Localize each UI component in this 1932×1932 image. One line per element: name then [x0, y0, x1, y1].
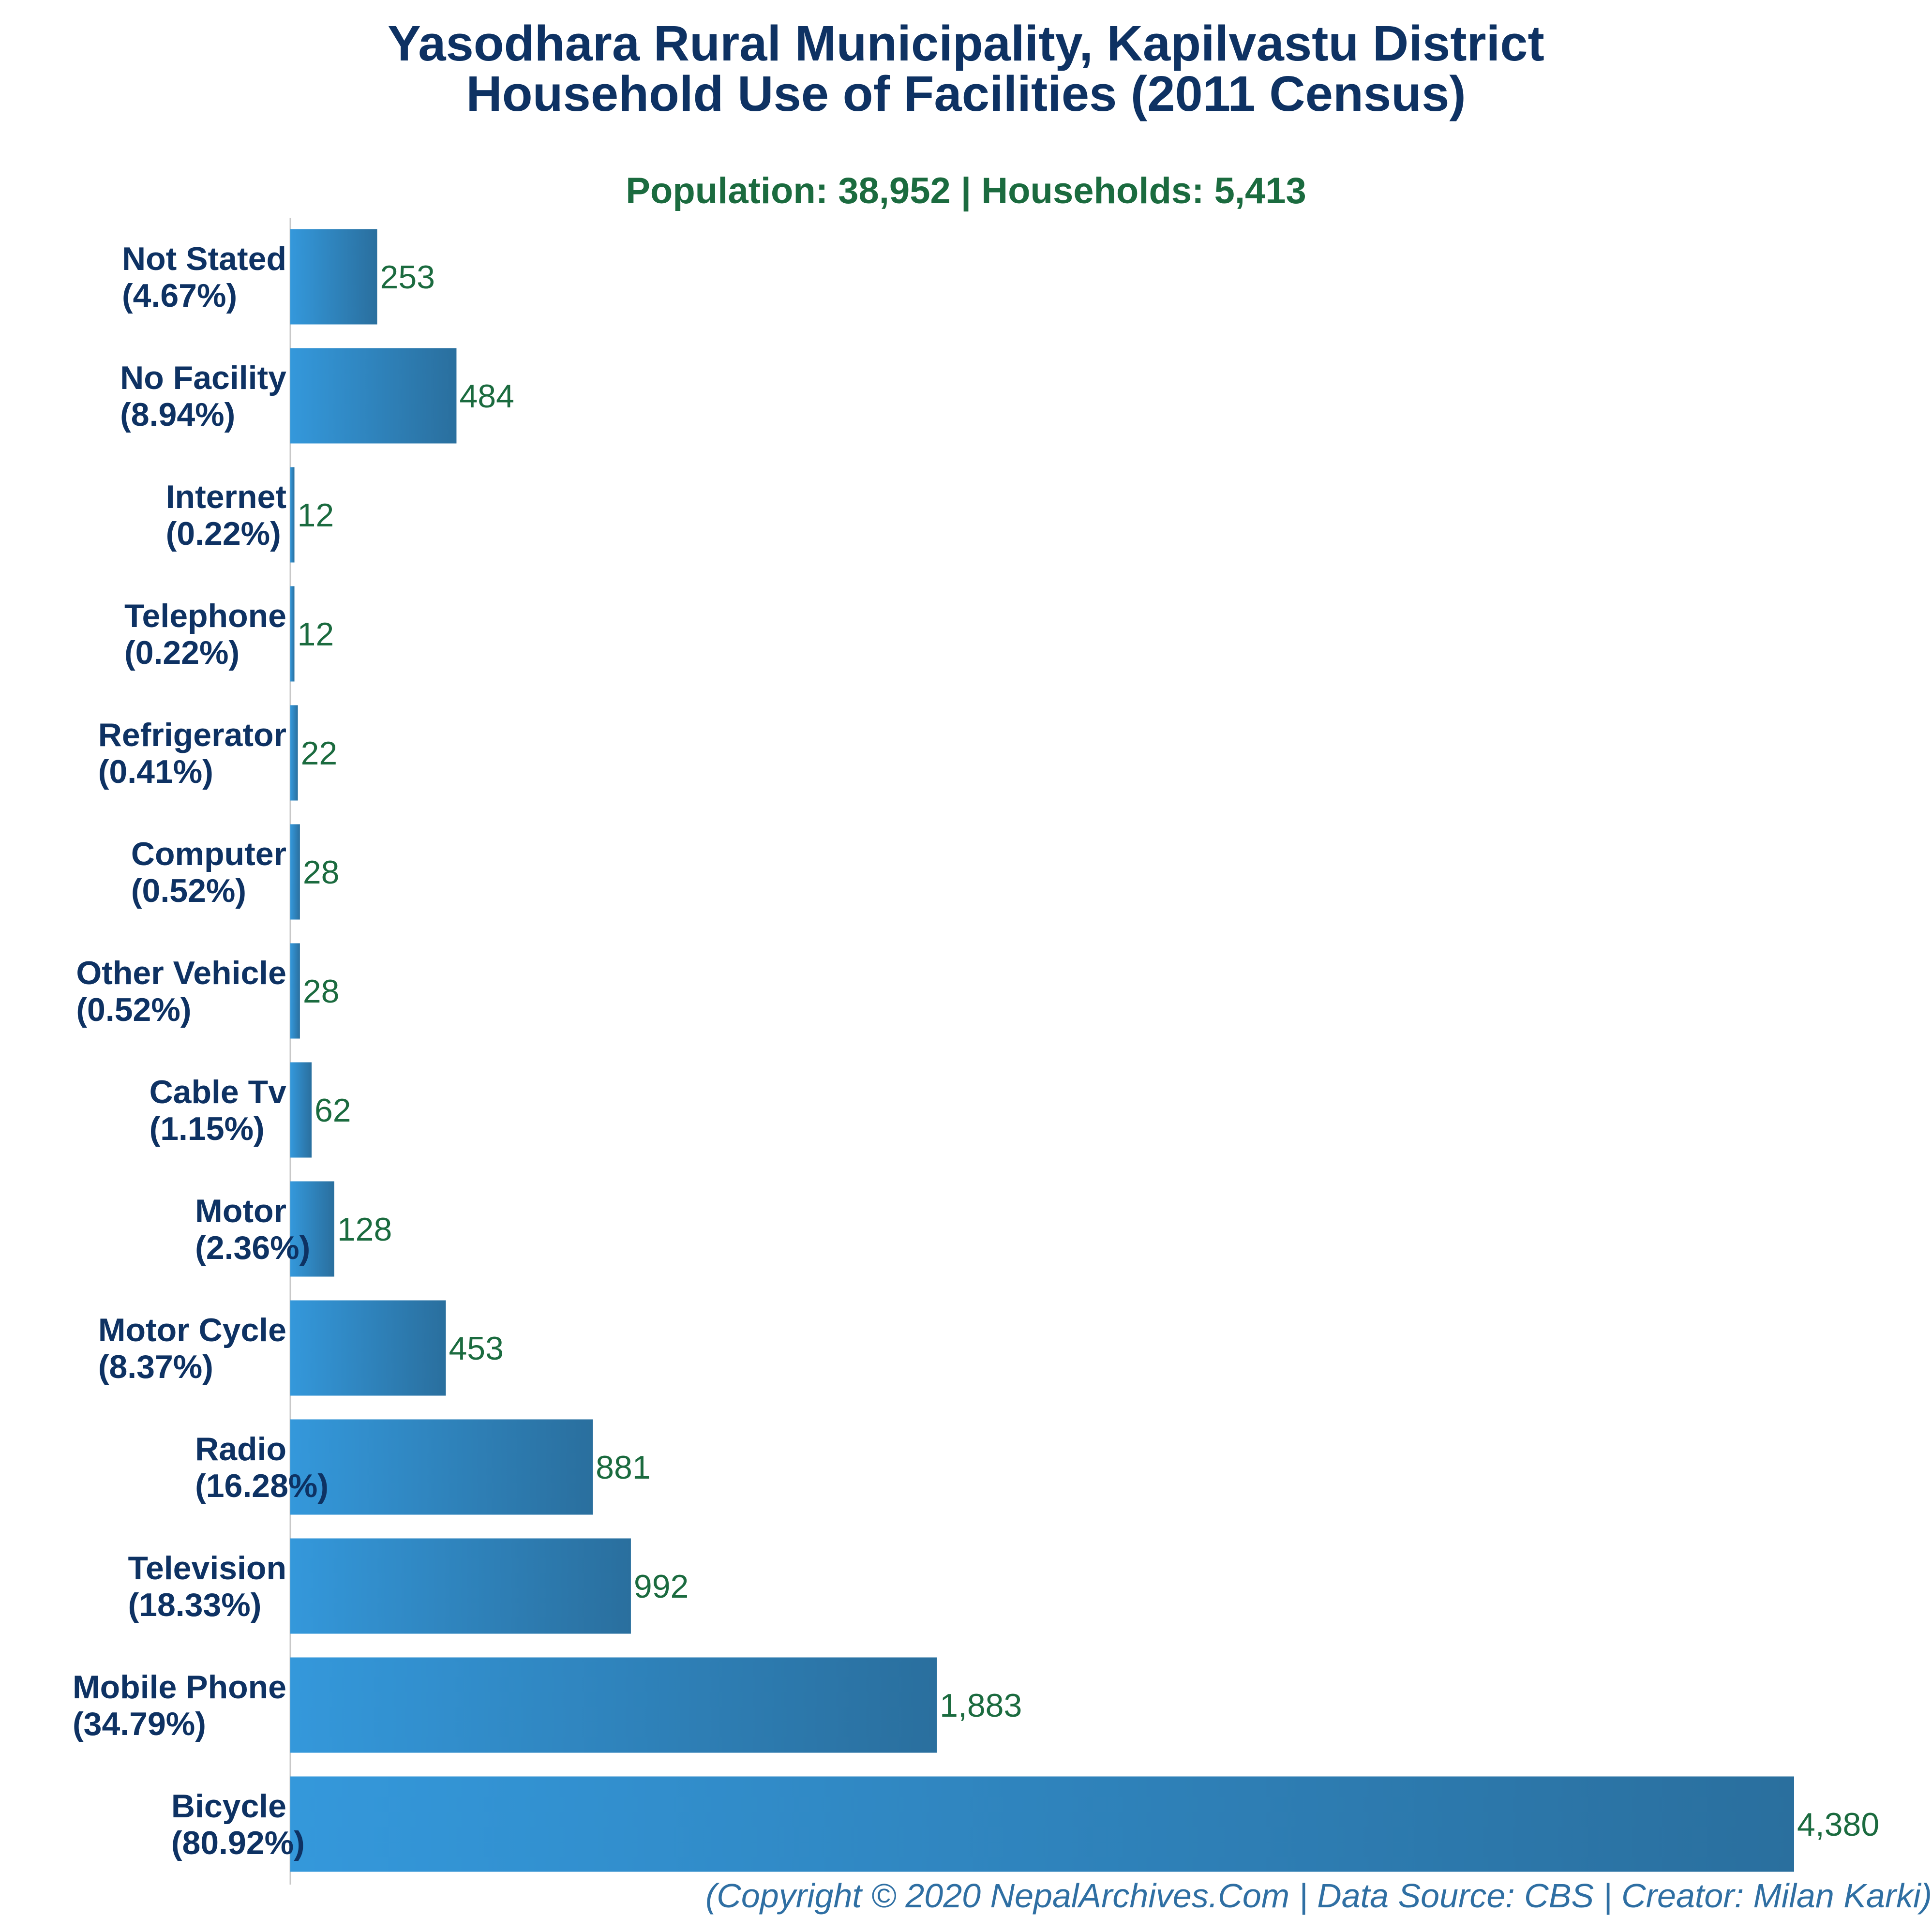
category-label: Cable Tv [150, 1074, 287, 1110]
percent-label: (1.15%) [150, 1110, 265, 1147]
percent-label: (18.33%) [128, 1587, 261, 1623]
category-label: Mobile Phone [73, 1669, 286, 1706]
bar-motor-cycle [290, 1300, 446, 1396]
percent-label: (4.67%) [122, 277, 237, 314]
bar-telephone [290, 586, 295, 682]
bar-bicycle [290, 1776, 1794, 1872]
percent-label: (16.28%) [195, 1468, 329, 1504]
value-label: 1,883 [940, 1687, 1022, 1724]
bar-computer [290, 824, 300, 920]
chart-subtitle: Population: 38,952 | Households: 5,413 [626, 170, 1306, 211]
bars-group [290, 229, 1794, 1872]
value-label: 22 [301, 735, 338, 772]
percent-label: (0.52%) [131, 872, 246, 909]
percent-label: (0.41%) [98, 753, 213, 790]
percent-label: (80.92%) [171, 1825, 305, 1861]
value-label: 12 [298, 497, 334, 534]
percent-label: (2.36%) [195, 1229, 310, 1266]
percent-label: (0.22%) [166, 515, 281, 552]
category-label: Internet [166, 479, 286, 515]
footer-credit: (Copyright © 2020 NepalArchives.Com | Da… [705, 1877, 1932, 1915]
category-label: Other Vehicle [76, 955, 286, 991]
value-label: 4,380 [1797, 1806, 1879, 1843]
category-label: Telephone [124, 598, 286, 634]
percent-label: (8.94%) [120, 396, 235, 433]
bar-radio [290, 1419, 593, 1515]
bar-motor [290, 1181, 334, 1277]
bar-refrigerator [290, 705, 298, 801]
category-label: Not Stated [122, 240, 286, 277]
bar-no-facility [290, 348, 457, 444]
value-label: 62 [315, 1092, 351, 1129]
chart-title-line-2: Household Use of Facilities (2011 Census… [466, 66, 1466, 121]
chart-title: Yasodhara Rural Municipality, Kapilvastu… [0, 18, 1932, 119]
bar-mobile-phone [290, 1657, 937, 1753]
category-label: Motor [195, 1193, 286, 1229]
percent-label: (0.52%) [76, 991, 191, 1028]
category-label: Computer [131, 836, 286, 872]
bar-internet [290, 467, 295, 563]
value-label: 28 [303, 973, 340, 1010]
bar-not-stated [290, 229, 377, 325]
percent-label: (0.22%) [124, 634, 240, 671]
value-label: 453 [449, 1330, 503, 1367]
value-label: 12 [298, 616, 334, 653]
percent-label: (8.37%) [98, 1348, 213, 1385]
value-label: 881 [596, 1449, 650, 1486]
value-label: 992 [634, 1568, 689, 1605]
labels-group: 253 Not Stated(4.67%) 484 No Facility(8.94%… [73, 240, 1879, 1861]
category-label: Television [128, 1550, 286, 1587]
value-label: 28 [303, 854, 340, 891]
chart-title-line-1: Yasodhara Rural Municipality, Kapilvastu… [388, 15, 1544, 71]
bar-television [290, 1538, 631, 1634]
percent-label: (34.79%) [73, 1706, 206, 1742]
category-label: No Facility [120, 359, 286, 396]
category-label: Refrigerator [98, 717, 286, 753]
bar-other-vehicle [290, 943, 300, 1039]
value-label: 484 [459, 378, 514, 415]
category-label: Bicycle [171, 1788, 286, 1825]
value-label: 253 [380, 259, 435, 296]
category-label: Radio [195, 1431, 286, 1468]
value-label: 128 [337, 1211, 392, 1248]
bar-cable-tv [290, 1062, 312, 1158]
category-label: Motor Cycle [98, 1312, 286, 1348]
